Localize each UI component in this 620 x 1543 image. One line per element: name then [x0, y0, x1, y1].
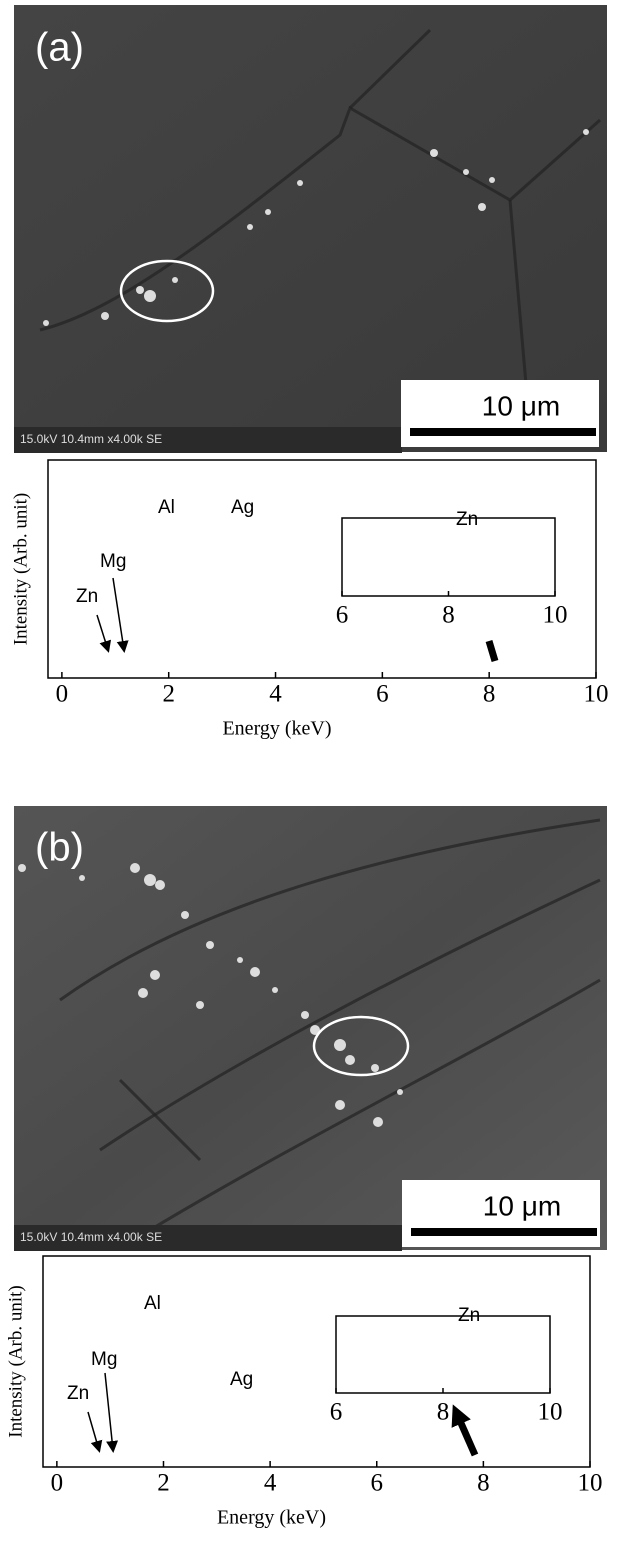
peak-arrow	[112, 577, 129, 653]
inset-x-tick-label: 10	[543, 602, 568, 629]
inset-x-tick-label: 10	[538, 1399, 563, 1426]
inset-peak-label: Zn	[458, 1305, 480, 1326]
precipitate	[130, 863, 140, 873]
scale-bar	[410, 428, 596, 436]
precipitate	[397, 1089, 403, 1095]
precipitate	[335, 1100, 345, 1110]
precipitate	[155, 880, 165, 890]
panel-label: (a)	[35, 26, 84, 70]
precipitate	[79, 875, 85, 881]
precipitate	[297, 180, 303, 186]
bold-arrow	[485, 639, 499, 663]
inset-x-tick-label: 6	[330, 1399, 343, 1426]
y-axis-label: Intensity (Arb. unit)	[5, 1285, 26, 1438]
highlight-ellipse	[119, 259, 215, 323]
inset-peak-label: Zn	[456, 509, 478, 530]
x-tick-label: 2	[162, 681, 175, 708]
precipitate	[144, 290, 156, 302]
precipitate	[144, 874, 156, 886]
precipitate	[136, 286, 144, 294]
precipitate	[583, 129, 589, 135]
grain-boundary	[39, 105, 601, 332]
scale-bar-label: 10 μm	[483, 1190, 561, 1221]
inset-frame	[335, 1315, 551, 1394]
precipitate	[43, 320, 49, 326]
x-tick-label: 8	[477, 1470, 490, 1497]
bold-arrow	[451, 1404, 479, 1457]
grain-boundary	[99, 878, 601, 1152]
grain-boundary	[118, 1078, 202, 1162]
precipitate	[18, 864, 26, 872]
sem-info: 15.0kV 10.4mm x4.00k SE	[20, 1230, 162, 1244]
x-tick-label: 0	[56, 681, 69, 708]
peak-label: Al	[158, 497, 175, 518]
peak-label: Ag	[231, 497, 254, 518]
precipitate	[478, 203, 486, 211]
precipitate	[150, 970, 160, 980]
highlight-ellipse	[312, 1015, 410, 1077]
peak-arrow	[96, 614, 112, 653]
peak-label: Zn	[76, 586, 98, 607]
precipitate	[373, 1117, 383, 1127]
spectrum-frame	[42, 1255, 591, 1468]
sem-info: 15.0kV 10.4mm x4.00k SE	[20, 432, 162, 446]
x-tick-label: 10	[584, 681, 609, 708]
scale-bar	[411, 1228, 597, 1236]
grain-boundary	[348, 28, 432, 110]
precipitate	[430, 149, 438, 157]
x-tick-label: 6	[376, 681, 389, 708]
x-tick-label: 4	[264, 1470, 277, 1497]
panel-label: (b)	[35, 826, 84, 870]
precipitate	[101, 312, 109, 320]
x-tick-label: 10	[578, 1470, 603, 1497]
precipitate	[463, 169, 469, 175]
inset-frame	[341, 517, 556, 597]
precipitate	[310, 1025, 320, 1035]
precipitate	[247, 224, 253, 230]
precipitate	[371, 1064, 379, 1072]
grain-boundary	[149, 978, 601, 1232]
inset-x-tick-label: 8	[437, 1399, 450, 1426]
precipitate	[272, 987, 278, 993]
x-tick-label: 8	[483, 681, 496, 708]
precipitate	[345, 1055, 355, 1065]
peak-label: Mg	[91, 1349, 117, 1370]
precipitate	[250, 967, 260, 977]
x-tick-label: 0	[51, 1470, 64, 1497]
sem-image	[14, 5, 607, 452]
x-axis-label: Energy (keV)	[222, 718, 331, 740]
y-axis-label: Intensity (Arb. unit)	[10, 493, 31, 646]
precipitate	[237, 957, 243, 963]
peak-label: Al	[144, 1293, 161, 1314]
precipitate	[181, 911, 189, 919]
grain-boundary	[59, 818, 601, 1002]
precipitate	[172, 277, 178, 283]
peak-arrow	[104, 1372, 119, 1453]
precipitate	[138, 988, 148, 998]
precipitate	[206, 941, 214, 949]
x-axis-label: Energy (keV)	[217, 1507, 326, 1529]
scale-bar-label: 10 μm	[482, 390, 560, 421]
peak-label: Ag	[230, 1369, 253, 1390]
spectrum-frame	[47, 459, 597, 679]
info-bar	[14, 1225, 402, 1251]
peak-label: Mg	[100, 551, 126, 572]
inset-x-tick-label: 8	[442, 602, 455, 629]
peak-arrow	[87, 1411, 103, 1453]
precipitate	[489, 177, 495, 183]
precipitate	[301, 1011, 309, 1019]
x-tick-label: 6	[370, 1470, 383, 1497]
inset-x-tick-label: 6	[336, 602, 349, 629]
precipitate	[265, 209, 271, 215]
x-tick-label: 2	[157, 1470, 170, 1497]
precipitate	[196, 1001, 204, 1009]
info-bar	[14, 427, 402, 453]
precipitate	[334, 1039, 346, 1051]
x-tick-label: 4	[269, 681, 282, 708]
peak-label: Zn	[67, 1383, 89, 1404]
